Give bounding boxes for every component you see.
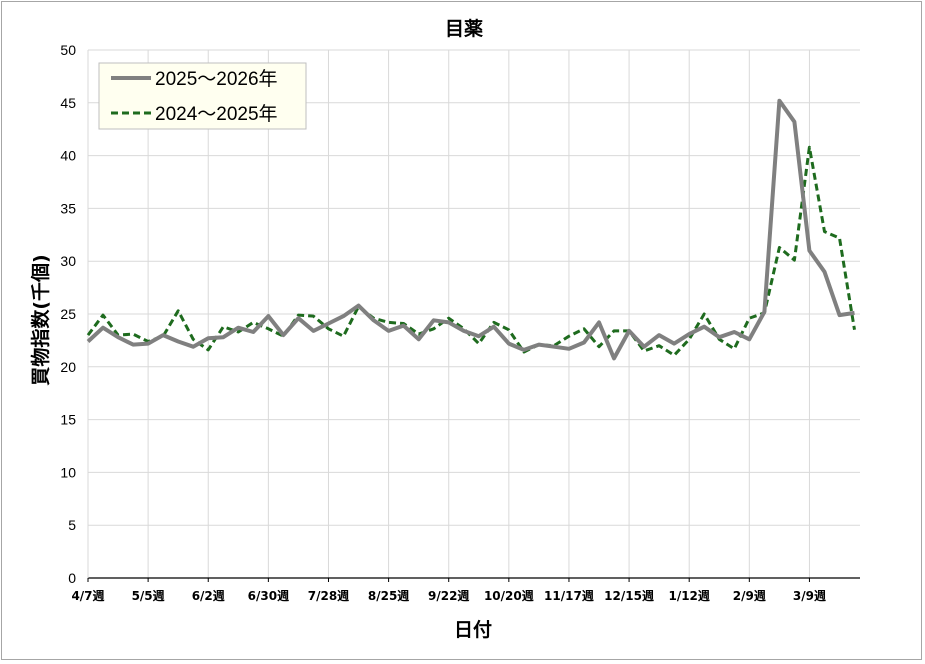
y-tick-label: 35 (60, 200, 76, 216)
legend-label-2025-2026: 2025～2026年 (155, 68, 278, 90)
axes (87, 50, 860, 582)
y-axis-title: 買物指数(千個) (29, 254, 52, 385)
x-axis-title: 日付 (454, 618, 492, 641)
y-tick-label: 0 (68, 570, 76, 586)
x-tick-label: 9/22週 (428, 588, 469, 603)
x-tick-label: 6/2週 (192, 588, 225, 603)
x-tick-label: 12/15週 (604, 588, 654, 603)
y-tick-label: 10 (60, 464, 76, 480)
x-tick-label: 8/25週 (368, 588, 409, 603)
legend-box (98, 62, 307, 130)
chart-title: 目薬 (445, 17, 483, 40)
x-tick-label: 7/28週 (308, 588, 349, 603)
gridlines (87, 49, 860, 579)
series-lines (86, 98, 856, 361)
x-tick-label: 2/9週 (733, 588, 766, 603)
y-tick-label: 20 (60, 359, 76, 375)
x-tick-label: 6/30週 (248, 588, 289, 603)
x-tick-label: 4/7週 (71, 588, 104, 603)
y-tick-label: 40 (60, 148, 76, 164)
y-tick-label: 50 (60, 42, 76, 58)
y-tick-label: 45 (60, 95, 76, 111)
y-tick-label: 5 (68, 517, 76, 533)
legend: 2025～2026年 2024～2025年 (98, 62, 307, 130)
x-tick-labels: 4/7週 5/5週 6/2週 6/30週 7/28週 8/25週 9/22週 10/20週 11… (71, 588, 826, 603)
x-tick-label: 5/5週 (132, 588, 165, 603)
y-tick-label: 25 (60, 306, 76, 322)
y-tick-label: 15 (60, 412, 76, 428)
x-tick-label: 10/20週 (484, 588, 534, 603)
series-line-2025-2026 (86, 98, 855, 361)
x-tick-label: 11/17週 (544, 588, 594, 603)
legend-label-2024-2025: 2024～2025年 (155, 103, 278, 125)
x-tick-label: 3/9週 (793, 588, 826, 603)
y-tick-label: 30 (60, 253, 76, 269)
y-tick-labels: 0 5 10 15 20 25 30 35 40 45 50 (60, 42, 76, 586)
x-tick-label: 1/12週 (668, 588, 709, 603)
